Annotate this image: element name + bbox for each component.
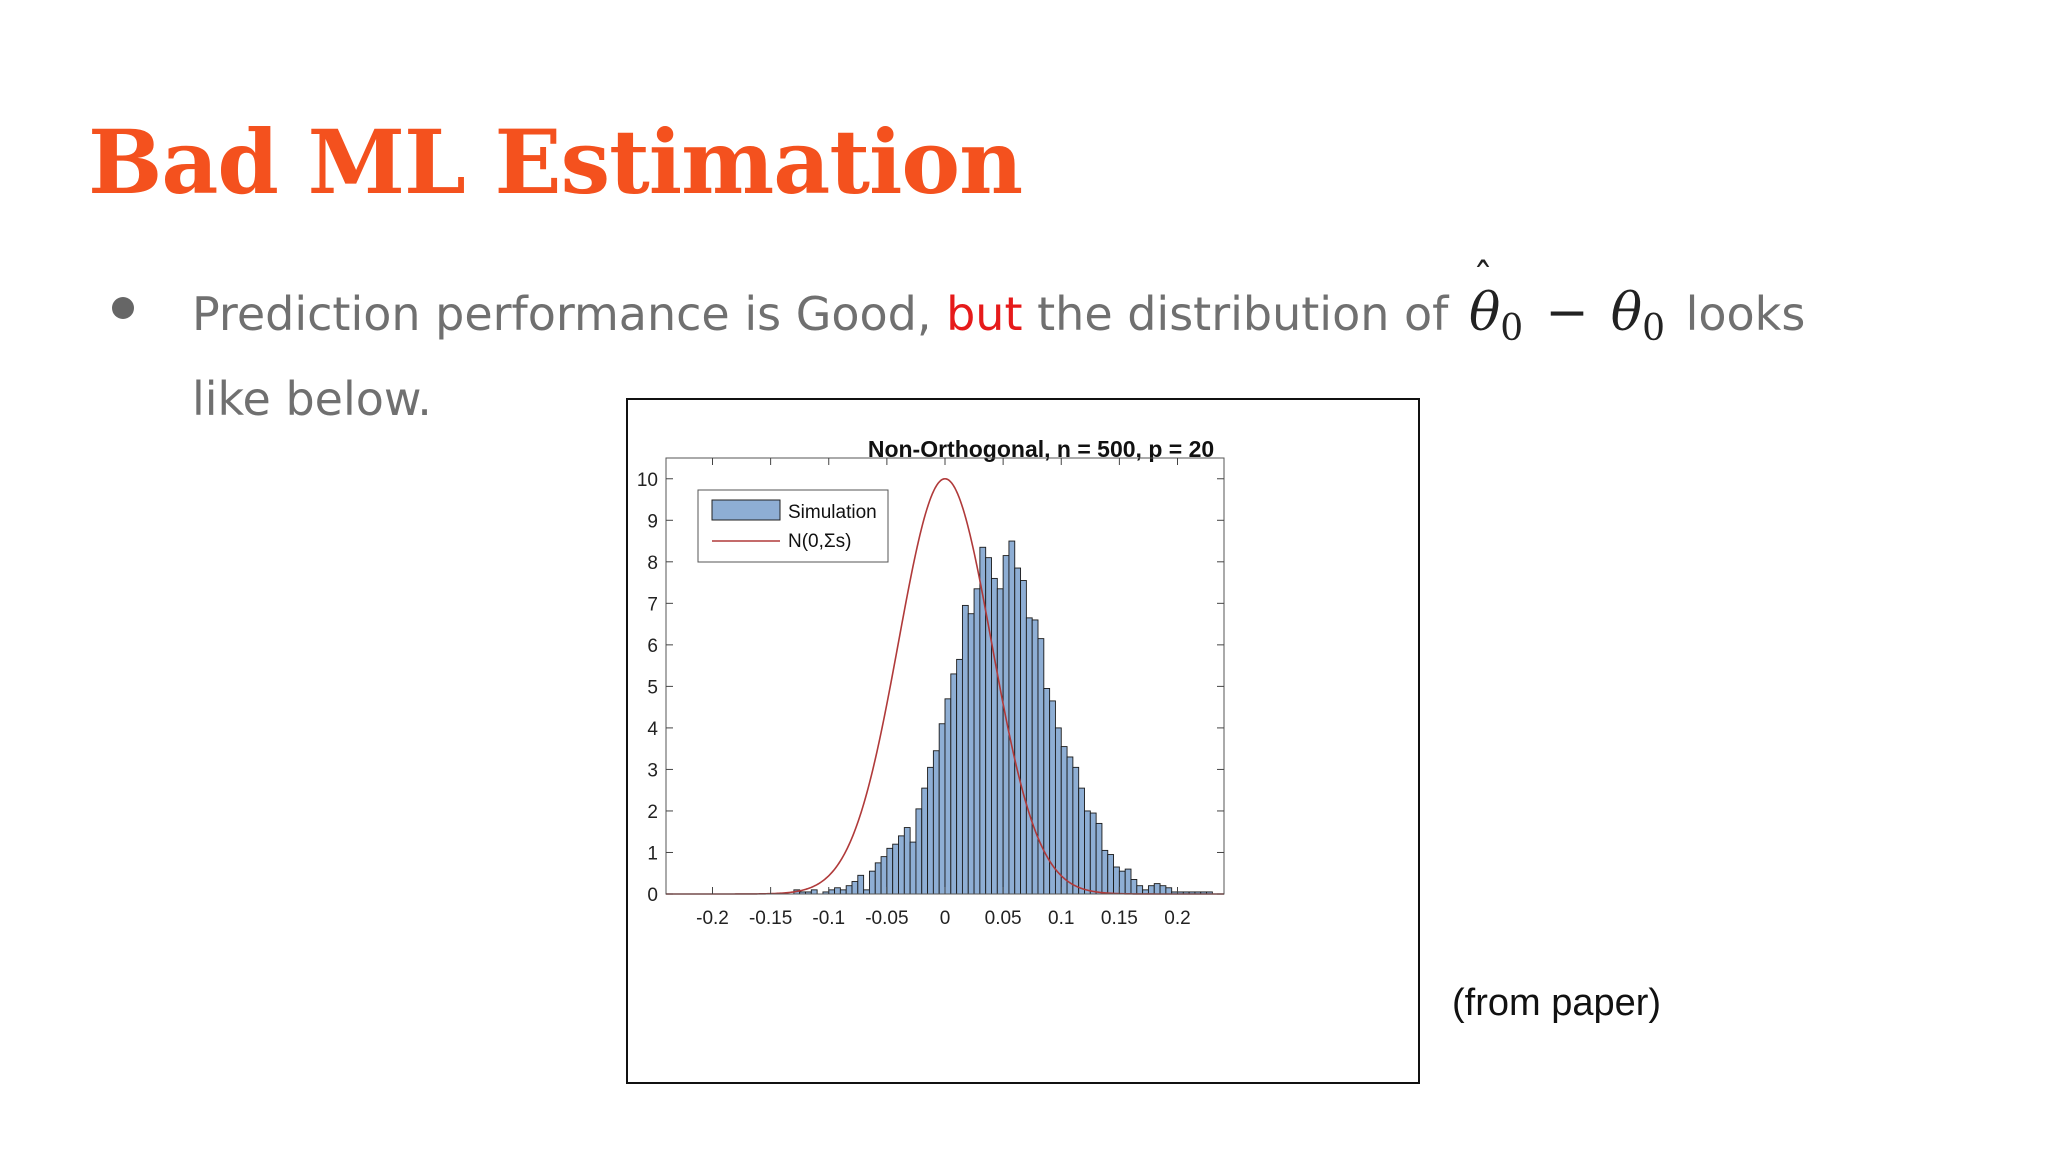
minus-sign: − <box>1545 283 1589 343</box>
histogram-bar <box>938 723 946 895</box>
bullet-part-1: Prediction performance is Good, <box>192 287 947 341</box>
x-tick-label: 0 <box>940 908 951 929</box>
histogram-bar <box>932 750 940 895</box>
y-tick-label: 10 <box>637 470 658 491</box>
histogram-bar <box>886 847 894 895</box>
histogram-bar <box>1147 885 1155 895</box>
histogram-bar <box>839 889 847 895</box>
y-tick-label: 9 <box>647 511 658 532</box>
histogram-bar <box>973 588 981 895</box>
bullet-part-3: the distribution of <box>1022 287 1463 341</box>
histogram-bar <box>845 885 853 895</box>
histogram-bar <box>991 577 998 895</box>
histogram-bar <box>863 889 870 895</box>
x-tick-label: 0.2 <box>1164 908 1190 929</box>
histogram-bar <box>903 827 911 895</box>
y-tick-label: 6 <box>647 636 658 657</box>
histogram-bar <box>1095 822 1103 895</box>
bullet-part-4: looks like below. <box>192 287 1806 426</box>
histogram-bar <box>1165 887 1173 895</box>
histogram-bar <box>1025 617 1033 895</box>
histogram-bar <box>868 870 876 895</box>
x-tick-label: -0.05 <box>865 908 908 929</box>
histogram-bar <box>961 604 969 895</box>
slide-title: Bad ML Estimation <box>88 110 1023 214</box>
bullet-text: Prediction performance is Good, but the … <box>192 256 1892 434</box>
histogram-bar <box>921 787 929 895</box>
histogram-bar <box>1078 787 1085 895</box>
legend-swatch-simulation <box>711 499 781 521</box>
y-tick-label: 1 <box>647 843 658 864</box>
histogram-bar <box>1130 879 1138 895</box>
x-tick-label: 0.05 <box>985 908 1022 929</box>
math-expression: ˆ θ0− θ0 <box>1469 256 1665 349</box>
y-tick-label: 5 <box>647 677 658 698</box>
theta-subscript-1: 0 <box>1500 308 1524 349</box>
histogram-figure: Non-Orthogonal, n = 500, p = 20 -0.2 -0.1… <box>626 398 1420 1084</box>
histogram-bar <box>1084 810 1091 895</box>
y-tick-label: 8 <box>647 553 658 574</box>
theta-symbol-1: θ <box>1468 283 1501 343</box>
histogram-bar <box>1107 854 1115 895</box>
histogram-bar <box>956 658 963 895</box>
histogram-bar <box>810 889 818 895</box>
histogram-bar <box>985 557 992 895</box>
histogram-bar <box>857 874 865 895</box>
y-tick-label: 7 <box>647 594 658 615</box>
legend-label-normal: N(0,Σs) <box>788 531 851 552</box>
histogram-bar <box>944 698 952 895</box>
y-tick-label: 2 <box>647 802 658 823</box>
histogram-bar <box>1101 849 1109 895</box>
histogram-bar <box>1136 885 1144 895</box>
histogram-bar <box>1008 540 1016 895</box>
x-tick-label: -0.15 <box>749 908 792 929</box>
histogram-bar <box>950 673 958 895</box>
histogram-bar <box>1153 883 1161 895</box>
bullet-dot <box>112 297 134 319</box>
x-tick-label: -0.1 <box>812 908 845 929</box>
histogram-bar <box>1043 688 1051 895</box>
hat-accent: ˆ <box>1472 256 1493 302</box>
histogram-bar <box>874 862 882 895</box>
histogram-bar <box>892 843 899 895</box>
histogram-bar <box>996 588 1004 895</box>
histogram-bar <box>1060 746 1068 895</box>
theta-symbol-2: θ <box>1610 283 1643 343</box>
histogram-bar <box>1014 567 1022 895</box>
histogram-bar <box>1089 812 1097 895</box>
y-tick-label: 0 <box>647 885 658 906</box>
histogram-bar <box>1159 885 1167 895</box>
y-tick-label: 4 <box>647 719 658 740</box>
x-tick-label: 0.1 <box>1048 908 1074 929</box>
histogram-bar <box>1020 580 1027 895</box>
histogram-chart: Non-Orthogonal, n = 500, p = 20 -0.2 -0.1… <box>637 436 1225 929</box>
histogram-bars <box>793 540 1213 895</box>
histogram-bar <box>834 887 841 895</box>
histogram-bar <box>915 808 923 895</box>
histogram-bar <box>828 889 836 895</box>
axes: -0.2 -0.15 -0.1 -0.05 0 0.05 0.1 0.15 0.2 0 1 2 3 4 5 6… <box>637 457 1225 929</box>
histogram-bar <box>880 856 888 895</box>
y-tick-label: 3 <box>647 760 658 781</box>
chart-legend: Simulation N(0,Σs) <box>697 489 889 563</box>
histogram-bar <box>927 766 934 895</box>
histogram-bar <box>909 841 917 895</box>
bullet-emphasis: but <box>946 287 1023 341</box>
histogram-bar <box>851 881 859 895</box>
histogram-bar <box>1118 870 1126 895</box>
histogram-bar <box>898 835 905 895</box>
histogram-bar <box>1124 868 1132 895</box>
histogram-bar <box>1113 866 1120 895</box>
x-tick-label: -0.2 <box>696 908 729 929</box>
histogram-bar <box>1037 638 1045 895</box>
histogram-bar <box>967 613 975 895</box>
source-note: (from paper) <box>1452 982 1662 1024</box>
histogram-bar <box>1072 766 1080 895</box>
theta-subscript-2: 0 <box>1642 308 1665 349</box>
histogram-bar <box>1066 756 1074 895</box>
legend-label-simulation: Simulation <box>788 502 877 523</box>
histogram-bar <box>1031 619 1039 895</box>
x-tick-label: 0.15 <box>1101 908 1138 929</box>
